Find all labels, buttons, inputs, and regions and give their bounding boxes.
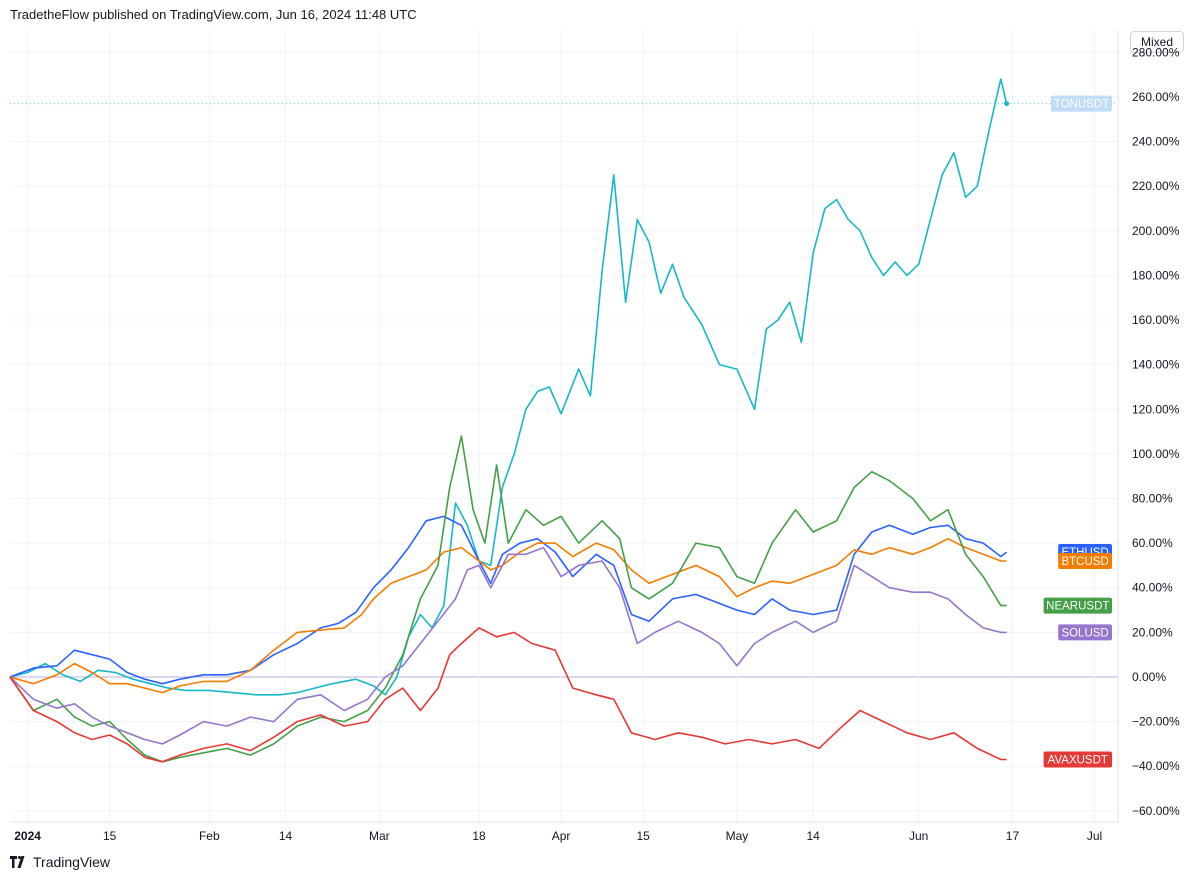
y-tick-label: 280.00% [1132, 45, 1180, 59]
series-label-avaxusdt: AVAXUSDT [1043, 751, 1112, 768]
series-label-text: AVAXUSDT [1048, 755, 1108, 767]
series-label-text: TONUSDT [1054, 99, 1109, 111]
series-label-btcusd: BTCUSD [1058, 552, 1112, 569]
y-tick-label: 120.00% [1132, 402, 1180, 416]
x-tick-label: Apr [552, 829, 571, 843]
series-line-tonusdt [9, 78, 1008, 696]
y-tick-label: 240.00% [1132, 135, 1180, 149]
series-label-text: SOLUSD [1061, 627, 1108, 639]
series-lines [9, 78, 1118, 763]
x-tick-label: 2024 [14, 829, 41, 843]
x-tick-label: Jul [1087, 829, 1102, 843]
x-tick-label: 14 [806, 829, 820, 843]
y-tick-label: 200.00% [1132, 224, 1180, 238]
grid-lines [10, 30, 1118, 822]
y-tick-label: −20.00% [1132, 715, 1180, 729]
y-tick-label: −40.00% [1132, 759, 1180, 773]
x-tick-label: Feb [199, 829, 220, 843]
last-point-tonusdt [1004, 101, 1010, 107]
x-axis[interactable]: 2024 15 Feb 14 Mar 18 Apr 15 May 14 Jun 17 Jul [10, 821, 1118, 843]
series-line-solusd [9, 546, 1007, 745]
x-tick-label: 17 [1006, 829, 1020, 843]
tradingview-logo-icon [10, 856, 25, 868]
y-tick-label: 80.00% [1132, 492, 1173, 506]
series-label-bg [1058, 624, 1112, 641]
series-label-bg [1043, 751, 1112, 768]
x-tick-label: 15 [636, 829, 650, 843]
y-tick-label: 260.00% [1132, 90, 1180, 104]
series-label-bg [1043, 597, 1112, 614]
brand-name: TradingView [33, 854, 111, 870]
y-tick-label: −60.00% [1132, 804, 1180, 818]
y-tick-label: 160.00% [1132, 313, 1180, 327]
y-tick-label: 60.00% [1132, 536, 1173, 550]
y-tick-label: 40.00% [1132, 581, 1173, 595]
series-label-text: BTCUSD [1061, 556, 1108, 568]
y-axis[interactable]: 280.00% 260.00% 240.00% 220.00% 200.00% 180.0… [1117, 30, 1180, 822]
y-tick-label: 180.00% [1132, 268, 1180, 282]
series-label-text: NEARUSDT [1046, 601, 1109, 613]
series-labels: TONUSDTETHUSDBTCUSDNEARUSDTSOLUSDAVAXUSD… [1043, 95, 1112, 768]
x-tick-label: May [726, 829, 749, 843]
series-label-bg [1058, 552, 1112, 569]
x-tick-label: 18 [472, 829, 486, 843]
series-label-bg [1050, 95, 1112, 112]
y-tick-label: 140.00% [1132, 358, 1180, 372]
y-tick-label: 20.00% [1132, 625, 1173, 639]
series-label-nearusdt: NEARUSDT [1043, 597, 1112, 614]
y-tick-label: 100.00% [1132, 447, 1180, 461]
series-line-btcusd [9, 537, 1007, 694]
series-line-avaxusdt [9, 627, 1007, 763]
x-tick-label: 14 [279, 829, 293, 843]
series-line-nearusdt [9, 435, 1007, 763]
series-label-solusd: SOLUSD [1058, 624, 1112, 641]
series-label-tonusdt: TONUSDT [1050, 95, 1112, 112]
x-tick-label: Jun [909, 829, 928, 843]
y-tick-label: 220.00% [1132, 179, 1180, 193]
publish-info: TradetheFlow published on TradingView.co… [10, 7, 417, 22]
x-tick-label: Mar [369, 829, 390, 843]
scale-mode-button[interactable]: Mixed [1130, 31, 1184, 53]
y-tick-label: 0.00% [1132, 670, 1166, 684]
tradingview-brand: TradingView [10, 854, 110, 870]
x-tick-label: 15 [103, 829, 117, 843]
